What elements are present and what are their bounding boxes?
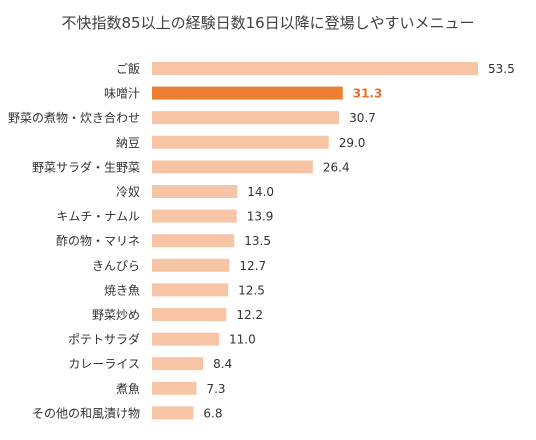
bar — [152, 357, 204, 371]
bar — [152, 283, 229, 297]
category-label: 野菜の煮物・炊き合わせ — [8, 110, 140, 125]
bar — [152, 111, 340, 125]
category-label: その他の和風漬け物 — [32, 405, 140, 420]
category-label: 冷奴 — [116, 185, 140, 199]
category-label: ポテトサラダ — [68, 332, 140, 347]
category-label: 野菜炒め — [92, 308, 140, 322]
value-label: 12.7 — [239, 259, 266, 273]
category-label: ご飯 — [116, 61, 140, 76]
category-label: カレーライス — [68, 357, 140, 371]
value-label: 31.3 — [353, 87, 383, 101]
category-label: 焼き魚 — [104, 283, 140, 297]
bar — [152, 381, 197, 395]
chart-title: 不快指数85以上の経験日数16日以降に登場しやすいメニュー — [61, 14, 474, 32]
value-label: 6.8 — [203, 406, 222, 420]
category-label: 味噌汁 — [104, 87, 140, 101]
value-label: 13.5 — [244, 234, 271, 248]
category-label: きんぴら — [92, 259, 140, 273]
category-label: 納豆 — [116, 136, 140, 150]
bar — [152, 86, 343, 100]
bar — [152, 209, 237, 223]
bars-group: ご飯 53.5 味噌汁 31.3 野菜の煮物・炊き合わせ 30.7 納豆 29.0 野菜サラダ・… — [8, 61, 515, 420]
value-label: 12.2 — [236, 308, 263, 322]
value-label: 8.4 — [213, 357, 232, 371]
value-label: 29.0 — [339, 136, 366, 150]
bar — [152, 308, 227, 321]
category-label: 煮魚 — [116, 382, 140, 396]
category-label: 酢の物・マリネ — [56, 233, 140, 248]
category-label: キムチ・ナムル — [56, 210, 140, 224]
value-label: 53.5 — [488, 62, 515, 76]
value-label: 30.7 — [349, 111, 376, 125]
value-label: 12.5 — [238, 283, 265, 297]
bar — [152, 406, 194, 420]
value-label: 13.9 — [247, 210, 274, 224]
value-label: 26.4 — [323, 160, 350, 174]
value-label: 11.0 — [229, 333, 256, 347]
bar — [152, 62, 478, 75]
value-label: 7.3 — [206, 382, 225, 396]
category-label: 野菜サラダ・生野菜 — [32, 159, 140, 174]
bar — [152, 258, 230, 272]
value-label: 14.0 — [247, 185, 274, 199]
bar — [152, 185, 238, 198]
bar — [152, 135, 329, 149]
bar — [152, 160, 313, 174]
bar — [152, 332, 220, 346]
bar — [152, 234, 235, 248]
